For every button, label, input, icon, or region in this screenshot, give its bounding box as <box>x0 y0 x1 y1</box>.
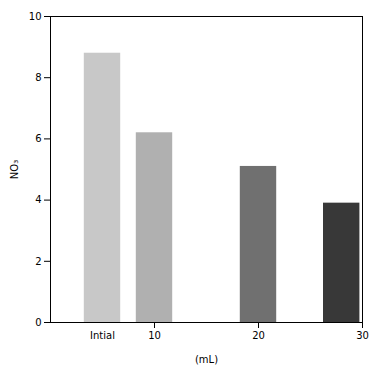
svg-text:0: 0 <box>35 317 41 328</box>
svg-text:10: 10 <box>148 330 161 341</box>
svg-text:4: 4 <box>35 194 41 205</box>
svg-text:20: 20 <box>252 330 265 341</box>
svg-text:(mL): (mL) <box>195 354 218 365</box>
svg-text:6: 6 <box>35 133 41 144</box>
svg-text:10: 10 <box>29 11 42 22</box>
svg-text:NO₃: NO₃ <box>9 160 20 179</box>
svg-text:30: 30 <box>356 330 369 341</box>
svg-text:8: 8 <box>35 72 41 83</box>
svg-text:2: 2 <box>35 255 41 266</box>
svg-text:Intial: Intial <box>90 330 115 341</box>
